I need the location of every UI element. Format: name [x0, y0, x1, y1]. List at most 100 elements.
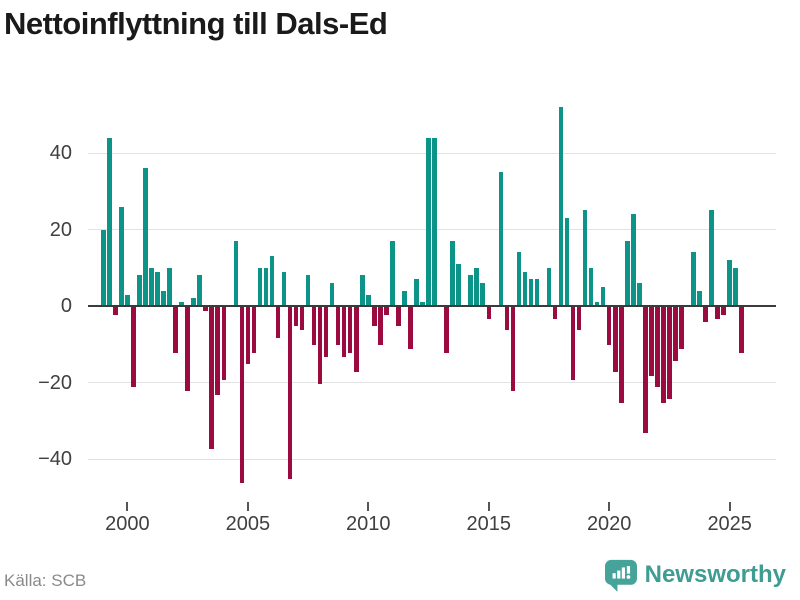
bar-2000Q2 [131, 307, 136, 388]
bar-2023Q3 [691, 252, 696, 306]
bar-2005Q3 [257, 267, 263, 307]
bar-2002Q2 [179, 302, 184, 306]
bar-1999Q1 [101, 229, 106, 306]
bar-2021Q3 [643, 307, 648, 434]
bar-2007Q1 [293, 307, 299, 327]
bar-2001Q4 [167, 267, 172, 307]
bar-1999Q4 [119, 206, 124, 307]
x-axis-tick [487, 502, 490, 511]
bar-2008Q4 [335, 307, 341, 346]
bar-2022Q1 [655, 307, 660, 388]
y-axis-label: 20 [49, 218, 72, 241]
bar-2009Q4 [360, 275, 365, 306]
bar-2018Q1 [558, 107, 564, 306]
x-axis-tick [608, 502, 611, 511]
bar-2019Q2 [588, 267, 594, 307]
bar-2016Q3 [522, 271, 528, 306]
bar-1999Q2 [107, 137, 112, 306]
bar-2023Q1 [679, 307, 684, 350]
bar-2007Q3 [305, 275, 311, 306]
x-axis-label: 2010 [346, 513, 391, 535]
bar-2021Q4 [649, 307, 654, 376]
bar-2012Q1 [414, 279, 419, 306]
bar-2005Q1 [245, 307, 251, 365]
bar-2013Q3 [450, 241, 455, 306]
bar-2011Q1 [390, 241, 395, 306]
bar-2007Q2 [299, 307, 305, 330]
bar-2000Q1 [125, 294, 130, 306]
bar-2003Q4 [215, 307, 220, 395]
bar-2015Q4 [504, 307, 510, 330]
bar-2015Q3 [498, 172, 504, 306]
y-axis-label: −20 [38, 371, 72, 394]
source-text: Källa: SCB [4, 571, 87, 590]
bar-2001Q3 [161, 290, 166, 306]
bar-2016Q4 [528, 279, 534, 306]
newsworthy-logo[interactable]: Newsworthy [604, 558, 786, 592]
bar-2017Q1 [534, 279, 540, 306]
bar-2003Q2 [203, 307, 208, 311]
zero-line [88, 305, 776, 307]
bar-2006Q1 [269, 256, 275, 306]
bar-2006Q4 [287, 307, 293, 480]
bar-2010Q4 [384, 307, 389, 315]
newsworthy-logo-text: Newsworthy [644, 561, 786, 588]
bar-2012Q3 [426, 137, 431, 306]
bar-2004Q4 [239, 307, 245, 483]
bar-2005Q2 [251, 307, 257, 353]
x-axis-tick [728, 502, 731, 511]
bar-2021Q2 [637, 283, 642, 307]
bar-2010Q3 [378, 307, 383, 346]
bar-2013Q2 [444, 307, 449, 353]
bar-2004Q1 [221, 307, 227, 380]
x-axis-label: 2015 [466, 513, 512, 535]
bar-2011Q3 [402, 290, 407, 306]
bar-2022Q4 [673, 307, 678, 361]
x-axis-label: 2020 [586, 513, 632, 535]
bar-2011Q2 [396, 307, 401, 327]
gridline [88, 458, 776, 460]
bar-2018Q3 [570, 307, 576, 380]
x-axis-tick [246, 502, 249, 511]
x-axis-label: 2000 [105, 513, 150, 535]
chart-title: Nettoinflyttning till Dals-Ed [4, 6, 388, 41]
bar-2014Q4 [480, 283, 485, 307]
bar-2002Q3 [185, 307, 190, 392]
bar-2001Q1 [149, 267, 154, 307]
bar-2018Q2 [564, 218, 570, 306]
bar-2018Q4 [576, 307, 582, 330]
y-axis-label: 0 [60, 295, 72, 317]
bar-2020Q4 [625, 241, 630, 306]
bar-2007Q4 [311, 307, 317, 346]
gridline [88, 382, 776, 383]
bar-2009Q2 [347, 307, 353, 353]
bar-2020Q2 [613, 307, 618, 372]
bar-2009Q1 [341, 307, 347, 357]
gridline [88, 152, 776, 154]
bar-2003Q1 [197, 275, 202, 306]
bar-2017Q3 [546, 267, 552, 307]
bar-2023Q4 [697, 290, 702, 306]
bar-2009Q3 [354, 307, 359, 372]
bar-2012Q4 [432, 137, 437, 306]
bar-2015Q1 [486, 307, 492, 319]
x-axis-label: 2005 [225, 513, 271, 535]
bar-2014Q3 [474, 267, 479, 307]
bar-2024Q2 [709, 210, 714, 306]
bar-2020Q3 [619, 307, 624, 403]
bar-2017Q4 [552, 307, 558, 319]
gridline [88, 229, 776, 230]
bar-2024Q3 [715, 307, 720, 319]
bar-2006Q3 [281, 271, 287, 306]
y-axis-label: 40 [49, 142, 72, 164]
bar-2008Q3 [329, 283, 335, 307]
bar-2019Q1 [582, 210, 588, 306]
bar-2014Q2 [468, 275, 473, 306]
bar-2021Q1 [631, 214, 636, 306]
bar-1999Q3 [113, 307, 118, 315]
bar-2006Q2 [275, 307, 281, 338]
bar-2024Q1 [703, 307, 708, 323]
bar-2012Q2 [420, 302, 425, 306]
bar-2019Q4 [600, 286, 606, 306]
bar-2016Q1 [510, 307, 516, 392]
